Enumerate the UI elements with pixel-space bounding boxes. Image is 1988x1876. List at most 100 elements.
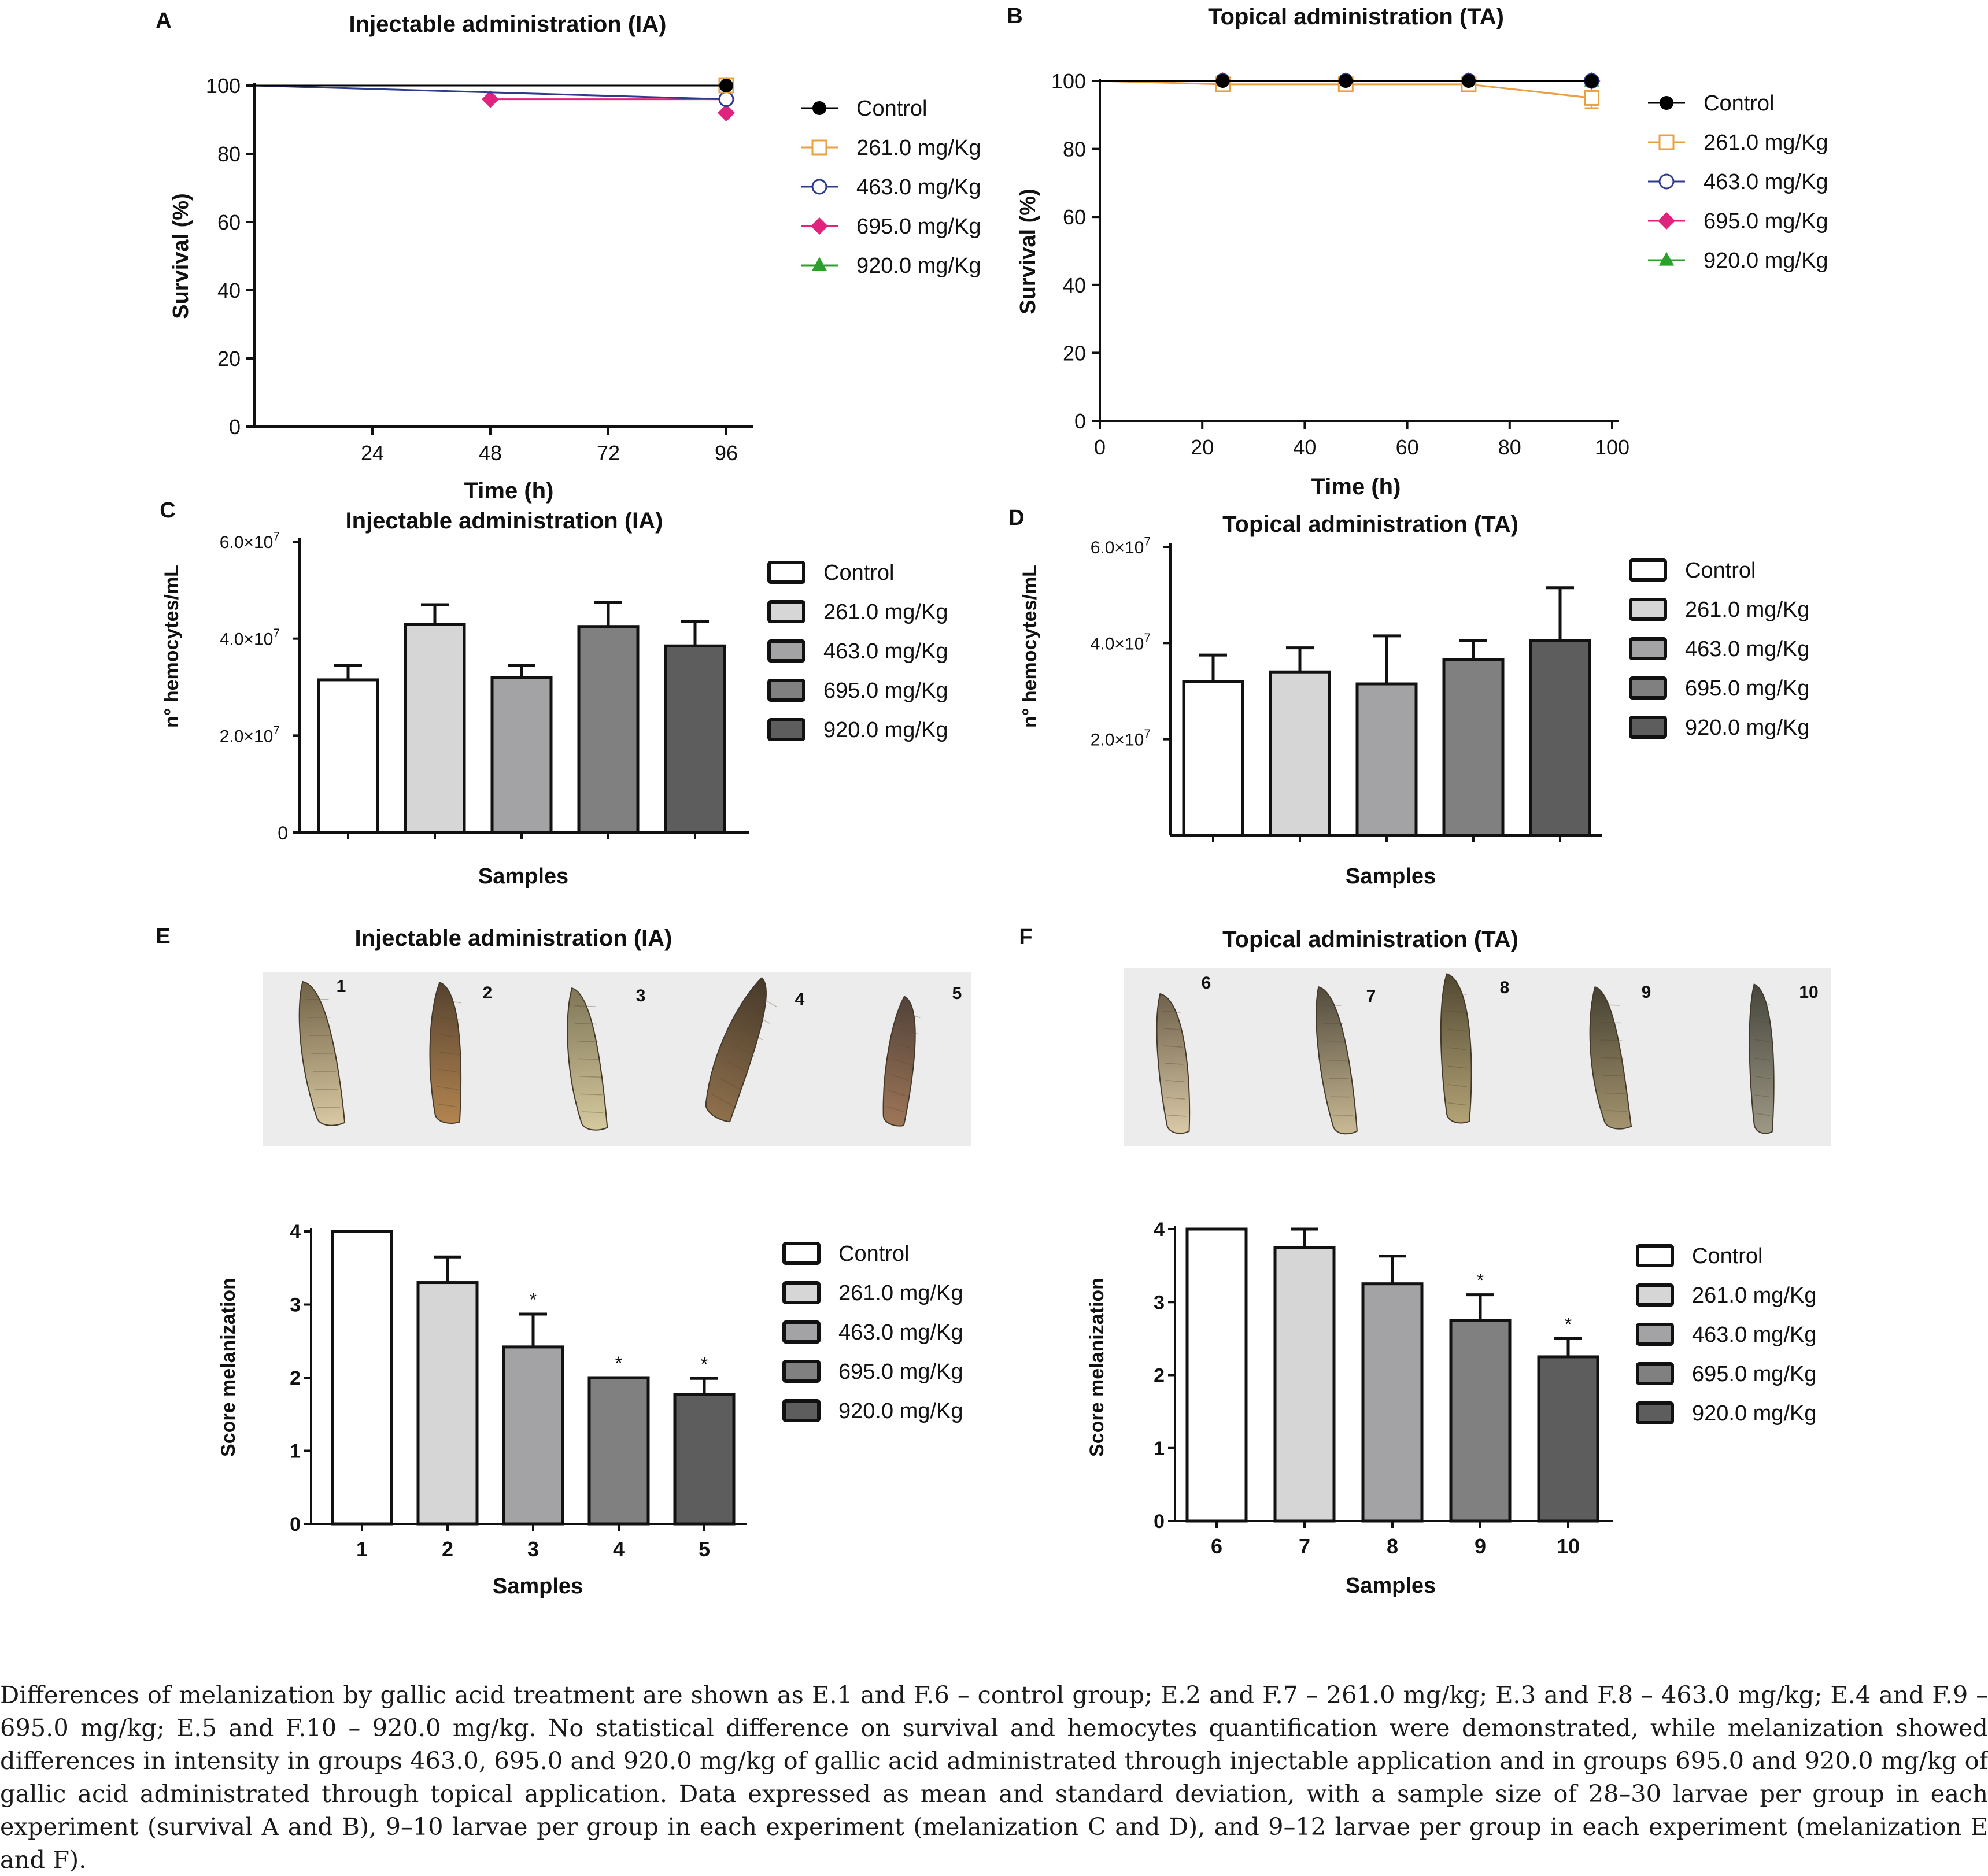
y-axis-label-a: Survival (%) (169, 193, 193, 319)
x-tick-label-b: 80 (1498, 435, 1521, 459)
larva-f-3 (1440, 973, 1472, 1124)
legend-label-e: 463.0 mg/Kg (838, 1320, 963, 1345)
legend-marker-a (811, 257, 827, 271)
legend-label-c: 695.0 mg/Kg (823, 679, 948, 703)
legend-label-d: 261.0 mg/Kg (1685, 598, 1809, 622)
y-tick-label-d: 4.0×107 (1091, 631, 1151, 654)
legend-label-a: 261.0 mg/Kg (856, 136, 981, 160)
photo-number-e: 3 (636, 986, 646, 1005)
larva-e-5 (882, 996, 921, 1127)
panel-letter-d: D (1008, 506, 1024, 530)
photo-number-f: 10 (1799, 983, 1818, 1002)
panel-letter-b: B (1007, 4, 1022, 28)
bar-e (416, 1281, 479, 1526)
y-tick-label-c: 0 (278, 823, 288, 843)
legend-label-a: 463.0 mg/Kg (856, 175, 981, 199)
legend-swatch-d (1629, 598, 1667, 621)
y-tick-label-a: 80 (217, 142, 241, 166)
x-axis-label-f: Samples (1346, 1574, 1436, 1598)
photo-number-f: 6 (1202, 974, 1211, 993)
legend-label-f: 920.0 mg/Kg (1692, 1401, 1816, 1426)
y-tick-label-e: 1 (290, 1441, 301, 1463)
larva-e-1 (298, 980, 346, 1126)
y-tick-label-f: 4 (1154, 1219, 1165, 1241)
y-tick-label-e: 3 (290, 1294, 301, 1316)
legend-marker-a (811, 179, 827, 195)
bar-e (331, 1230, 393, 1526)
legend-label-c: Control (823, 561, 895, 585)
legend-label-a: 920.0 mg/Kg (856, 254, 981, 278)
x-tick-label-a: 72 (597, 441, 620, 465)
y-tick-label-c: 2.0×107 (220, 724, 280, 746)
photo-number-f: 9 (1642, 983, 1651, 1002)
x-axis-label-b: Time (h) (1311, 474, 1401, 499)
series-line-a (254, 84, 727, 101)
figure-caption: Differences of melanization by gallic ac… (0, 1681, 1988, 1874)
x-axis-label-c: Samples (478, 864, 568, 889)
legend-marker-a (811, 139, 827, 156)
legend-marker-b (1658, 212, 1675, 230)
panel-letter-a: A (156, 9, 171, 33)
x-tick-label-a: 96 (715, 441, 738, 465)
legend-label-c: 261.0 mg/Kg (823, 600, 948, 624)
legend-swatch-c (767, 679, 805, 702)
bar-e (673, 1393, 736, 1526)
y-tick-label-f: 2 (1154, 1365, 1165, 1387)
panel-title-b: Topical administration (TA) (1208, 4, 1504, 29)
x-tick-label-e: 1 (356, 1537, 368, 1561)
x-tick-label-b: 0 (1094, 435, 1106, 459)
bar-c (317, 678, 379, 834)
data-point-b (1584, 74, 1599, 88)
significance-marker-e: * (530, 1289, 537, 1310)
panel-title-a: Injectable administration (IA) (349, 12, 667, 37)
significance-marker-e: * (701, 1353, 708, 1374)
bar-c (577, 625, 640, 834)
bar-e (587, 1376, 650, 1526)
y-tick-label-f: 1 (1154, 1438, 1165, 1460)
panel-title-f: Topical administration (TA) (1222, 927, 1518, 952)
panel-title-c: Injectable administration (IA) (346, 508, 663, 534)
x-tick-label-f: 10 (1557, 1534, 1580, 1558)
legend-label-a: Control (856, 97, 928, 121)
x-tick-label-a: 24 (361, 441, 384, 465)
legend-marker-b (1658, 173, 1675, 190)
legend-swatch-f (1636, 1323, 1674, 1346)
legend-marker-b (1658, 134, 1675, 150)
x-tick-label-e: 3 (527, 1537, 539, 1561)
legend-label-f: 695.0 mg/Kg (1692, 1362, 1816, 1386)
legend-label-b: 920.0 mg/Kg (1704, 249, 1828, 273)
x-tick-label-f: 6 (1211, 1534, 1222, 1558)
x-axis-label-e: Samples (493, 1574, 583, 1599)
bar-f (1273, 1246, 1336, 1523)
y-axis-label-e: Score melanization (217, 1278, 239, 1457)
data-point-b (1215, 74, 1230, 88)
legend-label-f: Control (1692, 1244, 1763, 1268)
data-point-b (1339, 74, 1353, 88)
y-tick-label-a: 60 (217, 210, 241, 234)
legend-swatch-c (767, 561, 805, 584)
legend-marker-b (1660, 96, 1673, 110)
y-tick-label-e: 0 (290, 1514, 301, 1535)
y-tick-label-d: 6.0×107 (1091, 535, 1151, 558)
larva-e-4 (705, 976, 778, 1123)
panel-title-d: Topical administration (TA) (1222, 512, 1518, 537)
y-axis-label-c: n° hemocytes/mL (161, 565, 183, 728)
bar-d (1355, 682, 1418, 837)
y-tick-label-b: 60 (1063, 205, 1086, 229)
panel-title-e: Injectable administration (IA) (355, 926, 672, 951)
legend-label-b: 261.0 mg/Kg (1704, 131, 1828, 155)
legend-swatch-d (1629, 558, 1667, 582)
data-point-a (482, 90, 499, 108)
legend-swatch-e (782, 1281, 821, 1304)
legend-marker-a (811, 217, 828, 235)
bar-c (404, 623, 466, 834)
x-tick-label-f: 7 (1299, 1534, 1310, 1558)
bar-e (502, 1345, 564, 1526)
legend-label-e: 261.0 mg/Kg (838, 1281, 963, 1305)
data-point-b (1461, 74, 1476, 88)
y-tick-label-b: 0 (1074, 409, 1086, 433)
x-tick-label-a: 48 (479, 441, 502, 465)
photo-number-e: 5 (952, 984, 962, 1003)
legend-label-b: 695.0 mg/Kg (1704, 209, 1828, 234)
y-tick-label-a: 100 (206, 74, 241, 98)
